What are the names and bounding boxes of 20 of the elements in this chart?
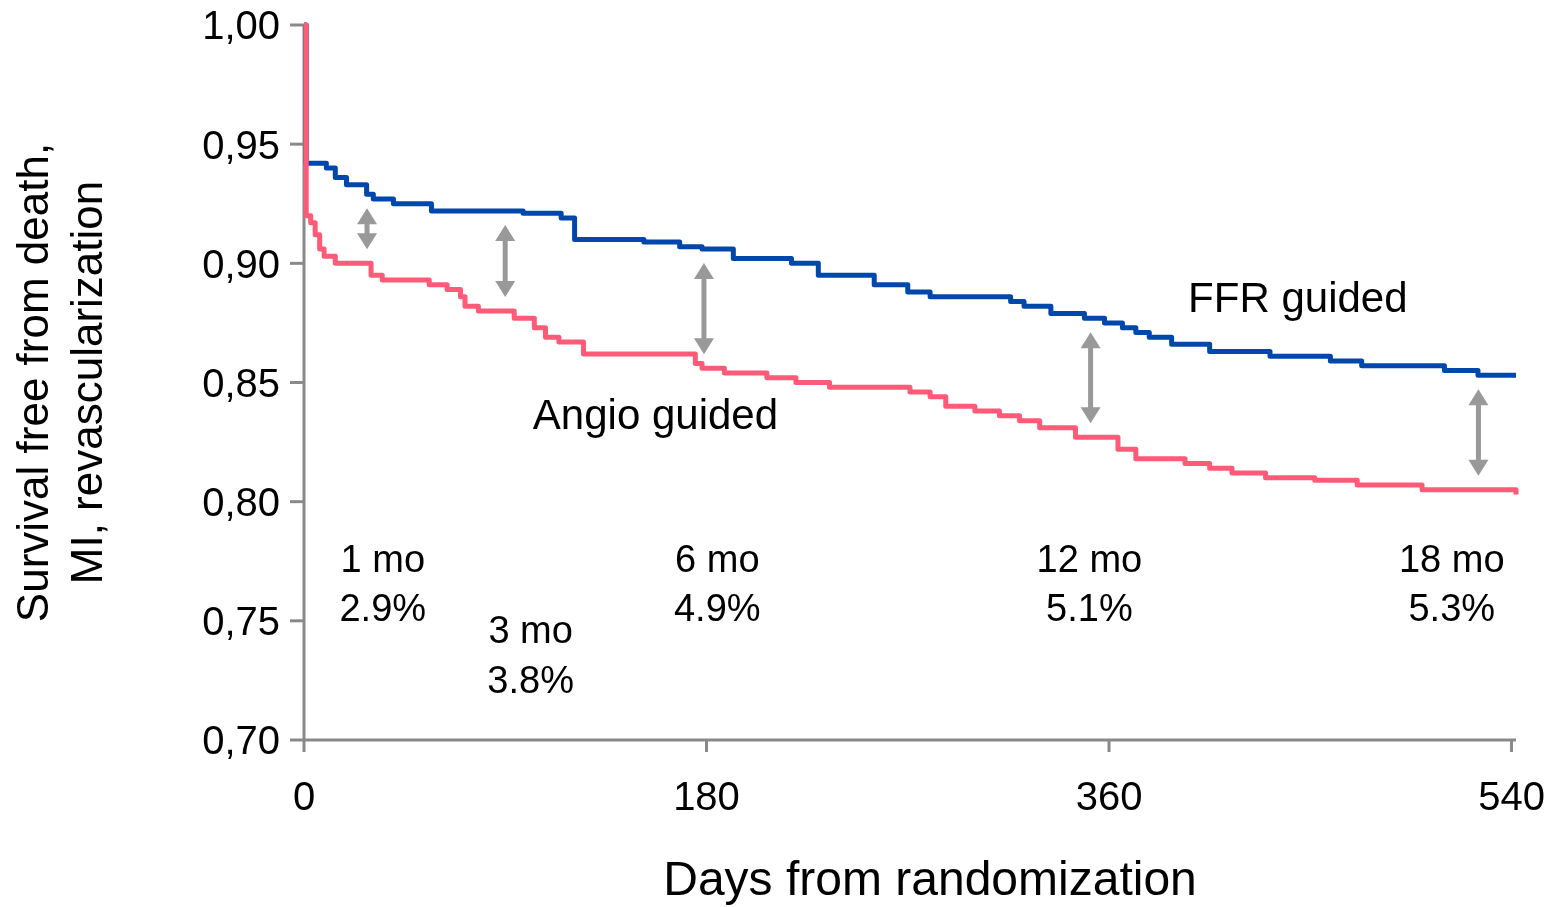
y-tick-label: 0,95 <box>202 122 280 167</box>
y-tick-label: 0,70 <box>202 718 280 763</box>
y-tick-label: 0,85 <box>202 360 280 405</box>
series-label: Angio guided <box>532 390 779 438</box>
x-tick-label: 360 <box>1075 774 1143 818</box>
annotation: 6 mo 4.9% <box>673 537 761 630</box>
annotation: 1 mo 2.9% <box>339 537 427 630</box>
x-axis-title: Days from randomization <box>663 852 1197 905</box>
y-tick-label: 0,75 <box>202 599 280 644</box>
annotation: 18 mo 5.3% <box>1398 537 1505 630</box>
y-tick-label: 1,00 <box>202 3 280 48</box>
annotation: 12 mo 5.1% <box>1036 537 1143 630</box>
y-axis-title: Survival free from death, MI, revascularization <box>8 142 111 623</box>
x-tick-label: 540 <box>1478 774 1545 818</box>
x-tick-label: 0 <box>292 774 316 818</box>
series-label: FFR guided <box>1188 274 1408 322</box>
annotation: 3 mo 3.8% <box>487 609 574 701</box>
y-tick-label: 0,80 <box>202 480 280 525</box>
y-tick-label: 0,90 <box>202 241 280 286</box>
x-tick-label: 180 <box>673 774 740 818</box>
